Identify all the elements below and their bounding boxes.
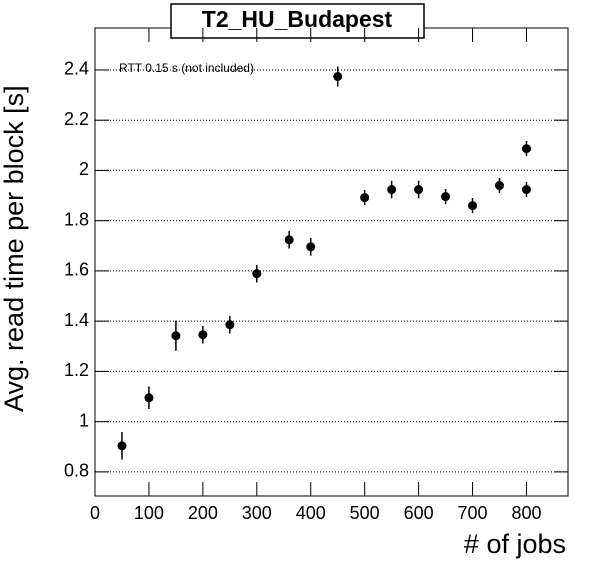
point: [117, 441, 127, 451]
point: [225, 320, 235, 330]
point: [495, 181, 505, 191]
point: [333, 71, 343, 81]
point: [414, 185, 424, 195]
x-tick-label: 400: [296, 503, 326, 523]
point: [360, 193, 370, 203]
x-tick-label: 0: [90, 503, 100, 523]
x-tick-label: 800: [511, 503, 541, 523]
point: [441, 192, 451, 202]
x-tick-label: 100: [134, 503, 164, 523]
point: [252, 269, 262, 279]
y-tick-label: 1: [79, 410, 89, 430]
point: [521, 185, 531, 195]
y-tick-label: 2.2: [64, 109, 89, 129]
point: [198, 330, 208, 340]
x-axis-label: # of jobs: [464, 529, 566, 559]
y-tick-label: 0.8: [64, 461, 89, 481]
point: [144, 393, 154, 403]
annotation: RTT 0.15 s (not included): [119, 61, 254, 75]
point: [468, 201, 478, 211]
x-tick-label: 600: [404, 503, 434, 523]
x-tick-label: 300: [242, 503, 272, 523]
y-tick-label: 2.4: [64, 59, 89, 79]
point: [521, 144, 531, 154]
point: [284, 235, 294, 245]
y-tick-label: 1.2: [64, 360, 89, 380]
y-tick-label: 1.6: [64, 260, 89, 280]
x-tick-label: 500: [350, 503, 380, 523]
point: [306, 242, 316, 252]
title-box: [170, 3, 425, 39]
point: [171, 331, 181, 341]
y-tick-label: 1.4: [64, 310, 89, 330]
y-axis-label: Avg. read time per block [s]: [0, 85, 29, 412]
y-tick-label: 2: [79, 159, 89, 179]
y-tick-label: 1.8: [64, 209, 89, 229]
x-tick-label: 200: [188, 503, 218, 523]
point: [387, 185, 397, 195]
chart-title: T2_HU_Budapest: [202, 6, 393, 32]
x-tick-label: 700: [458, 503, 488, 523]
